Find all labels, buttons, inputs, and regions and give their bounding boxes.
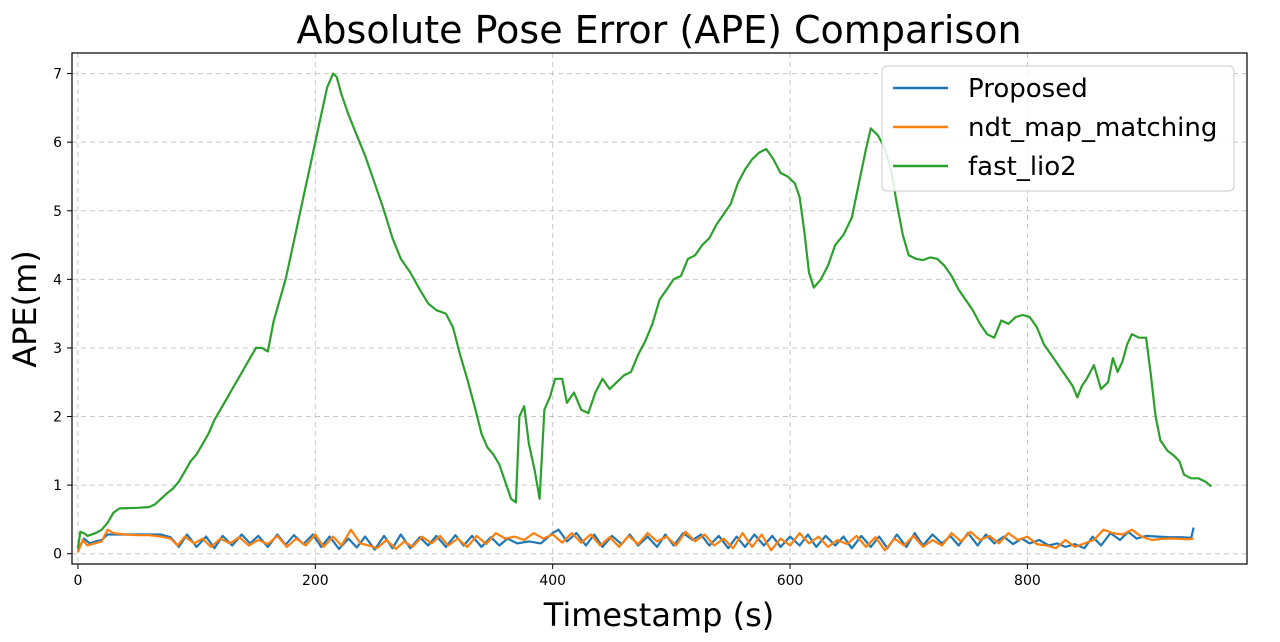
x-tick-label: 600: [777, 573, 804, 589]
y-tick-label: 3: [53, 341, 62, 357]
y-axis-label: APE(m): [6, 250, 44, 368]
y-tick-label: 1: [53, 478, 62, 494]
grid: [72, 53, 1247, 564]
series-line-Proposed: [76, 527, 1195, 551]
series-lines: [76, 72, 1213, 553]
y-tick-label: 4: [53, 272, 62, 288]
x-axis-ticks: 0 200 400 600 800: [73, 564, 1041, 589]
series-line-fast-lio2: [76, 72, 1213, 549]
x-tick-label: 200: [302, 573, 329, 589]
y-tick-label: 0: [53, 547, 62, 563]
x-tick-label: 400: [539, 573, 566, 589]
legend-label: fast_lio2: [968, 152, 1077, 182]
plot-frame: [71, 52, 1248, 565]
y-axis-ticks: 0 1 2 3 4 5 6 7: [53, 67, 72, 563]
legend: Proposed ndt_map_matching fast_lio2: [881, 65, 1235, 192]
x-tick-label: 800: [1014, 573, 1041, 589]
y-tick-label: 2: [53, 410, 62, 426]
legend-label: Proposed: [968, 74, 1088, 104]
y-tick-label: 6: [53, 135, 62, 151]
legend-box: [881, 65, 1235, 192]
x-tick-label: 0: [73, 573, 82, 589]
y-tick-label: 7: [53, 67, 62, 83]
series-line-ndt-map-matching: [76, 528, 1194, 553]
legend-label: ndt_map_matching: [968, 113, 1217, 143]
chart-title: Absolute Pose Error (APE) Comparison: [296, 8, 1021, 52]
x-axis-label: Timestamp (s): [543, 596, 774, 634]
y-tick-label: 5: [53, 204, 62, 220]
